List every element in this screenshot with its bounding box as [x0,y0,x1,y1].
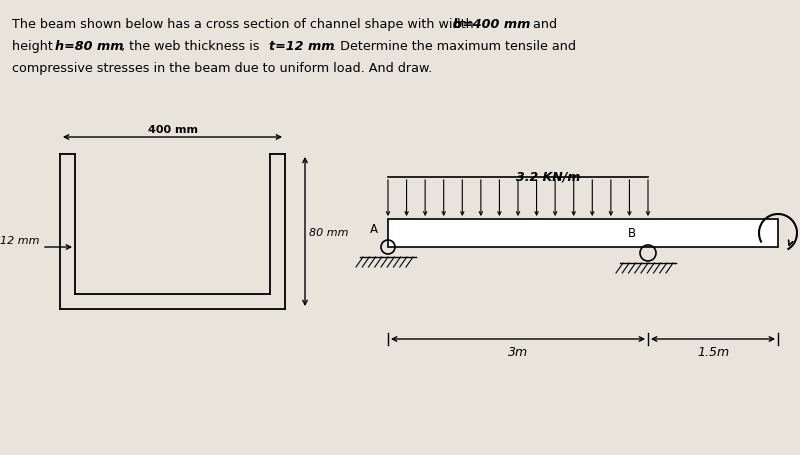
Text: 3m: 3m [508,345,528,358]
Text: 12 mm: 12 mm [1,236,40,245]
Text: . Determine the maximum tensile and: . Determine the maximum tensile and [332,40,576,53]
Text: t=12 mm: t=12 mm [269,40,334,53]
Text: h=80 mm: h=80 mm [55,40,123,53]
Text: height: height [12,40,57,53]
Text: The beam shown below has a cross section of channel shape with width: The beam shown below has a cross section… [12,18,478,31]
Bar [388,219,778,248]
Text: 1.5m: 1.5m [697,345,729,358]
Text: 3.2 KN/m: 3.2 KN/m [516,170,580,182]
Text: , the web thickness is: , the web thickness is [121,40,263,53]
Text: B: B [628,227,636,239]
Text: compressive stresses in the beam due to uniform load. And draw.: compressive stresses in the beam due to … [12,62,432,75]
Text: 80 mm: 80 mm [309,227,349,237]
Text: b=400 mm: b=400 mm [453,18,530,31]
Text: and: and [529,18,557,31]
Text: 400 mm: 400 mm [147,125,198,135]
Text: A: A [370,222,378,236]
